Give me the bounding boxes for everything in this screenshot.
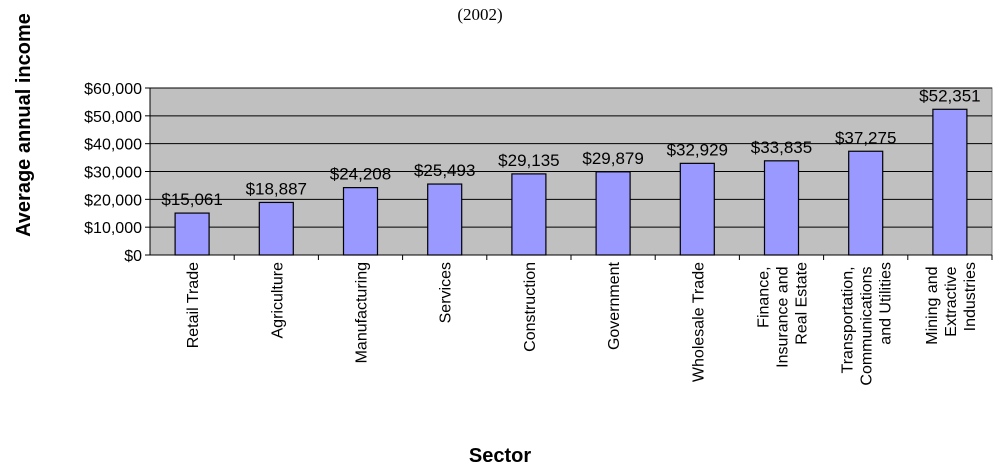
value-label: $29,879 bbox=[582, 149, 643, 168]
value-label: $15,061 bbox=[161, 190, 222, 209]
bar bbox=[427, 183, 463, 256]
x-tick-label-line: Real Estate bbox=[794, 262, 811, 345]
y-tick-label: $60,000 bbox=[84, 81, 142, 98]
bar bbox=[679, 162, 715, 256]
bar bbox=[342, 187, 379, 256]
value-label: $32,929 bbox=[667, 140, 728, 159]
bar bbox=[258, 201, 294, 256]
x-tick-label-line: Retail Trade bbox=[185, 262, 202, 348]
x-tick-label-line: Communications bbox=[859, 262, 876, 386]
bar bbox=[595, 171, 631, 256]
value-label: $33,835 bbox=[751, 138, 812, 157]
chart-title: (2002) bbox=[457, 5, 502, 24]
x-tick-label: Mining and Extractive Industries bbox=[924, 262, 979, 345]
y-tick-label: $20,000 bbox=[84, 192, 142, 209]
value-label: $18,887 bbox=[246, 179, 307, 198]
y-axis-title: Average annual income bbox=[13, 13, 35, 237]
x-tick-label-line: Finance, bbox=[756, 262, 773, 328]
x-tick-label-line: Construction bbox=[522, 262, 539, 352]
x-tick-label-line: Insurance and bbox=[775, 262, 792, 368]
x-axis-title: Sector bbox=[469, 445, 531, 467]
x-tick-label: Manufacturing bbox=[354, 262, 371, 363]
value-label: $29,135 bbox=[498, 151, 559, 170]
x-tick-label-line: Industries bbox=[962, 262, 979, 331]
value-label: $24,208 bbox=[330, 165, 391, 184]
x-tick-label-line: Transportation, bbox=[840, 262, 857, 373]
x-tick-label-line: Manufacturing bbox=[354, 262, 371, 363]
y-tick-label: $30,000 bbox=[84, 165, 142, 182]
bar bbox=[511, 173, 547, 256]
x-tick-label-line: Extractive bbox=[943, 262, 960, 337]
x-tick-label: Retail Trade bbox=[185, 262, 202, 348]
y-tick-label: $10,000 bbox=[84, 220, 142, 237]
bar bbox=[763, 160, 800, 256]
x-tick-label: Transportation, Communications and Utili… bbox=[840, 262, 895, 386]
x-tick-label: Finance, Insurance and Real Estate bbox=[756, 262, 811, 368]
x-tick-label: Construction bbox=[522, 262, 539, 352]
x-tick-label: Services bbox=[438, 262, 455, 323]
x-tick-label-line: and Utilities bbox=[878, 262, 895, 345]
x-tick-label-line: Agriculture bbox=[269, 262, 286, 339]
x-tick-label: Government bbox=[606, 261, 623, 350]
x-tick-label-line: Services bbox=[438, 262, 455, 323]
y-tick-label: $40,000 bbox=[84, 137, 142, 154]
x-tick-label-line: Wholesale Trade bbox=[690, 262, 707, 382]
value-label: $52,351 bbox=[919, 86, 980, 105]
x-tick-label: Agriculture bbox=[269, 262, 286, 339]
x-tick-label-line: Government bbox=[606, 261, 623, 350]
y-tick-label: $0 bbox=[124, 248, 142, 265]
bar bbox=[932, 108, 968, 256]
y-tick-label: $50,000 bbox=[84, 109, 142, 126]
bar bbox=[174, 212, 210, 256]
x-tick-label: Wholesale Trade bbox=[690, 262, 707, 382]
bar bbox=[848, 150, 884, 256]
value-label: $37,275 bbox=[835, 128, 896, 147]
value-label: $25,493 bbox=[414, 161, 475, 180]
x-tick-label-line: Mining and bbox=[924, 262, 941, 345]
